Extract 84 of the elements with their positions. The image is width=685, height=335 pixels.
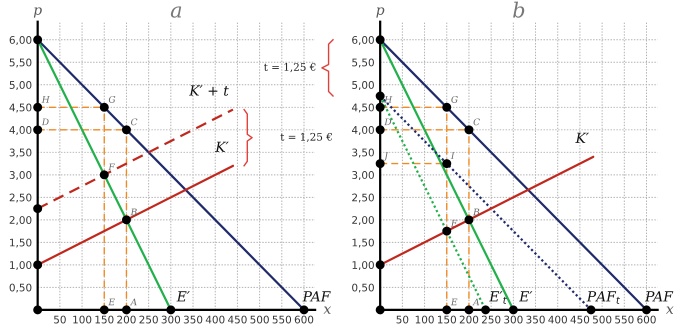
y-tick-label: 2,00 — [10, 216, 32, 226]
y-tick-label: 6,00 — [352, 36, 374, 45]
x-tick-label: 100 — [416, 316, 434, 324]
x-tick-label: 250 — [482, 316, 500, 324]
series-label: K′ + t — [189, 85, 229, 96]
y-tick-label: 6,00 — [10, 36, 32, 45]
annotation: B — [130, 208, 137, 216]
x-tick-label: 150 — [95, 316, 114, 324]
y-tick-label: 5,50 — [352, 58, 374, 68]
x-tick-label: 450 — [228, 316, 247, 324]
y-tick-label: 1,50 — [352, 238, 374, 248]
series-label: K′ — [215, 142, 229, 152]
y-tick-label: 3,00 — [352, 171, 374, 180]
annotation: E — [108, 298, 115, 306]
annotation: D — [384, 118, 392, 126]
y-tick-label: 4,00 — [9, 126, 32, 135]
x-tick-label: 300 — [162, 316, 180, 324]
annotation: F — [108, 164, 115, 170]
y-tick-label: 5,50 — [10, 58, 32, 68]
chart-title: b — [513, 2, 524, 18]
y-tick-label: 3,00 — [10, 171, 32, 180]
x-tick-label: 250 — [139, 316, 158, 324]
annotation: t = 1,25 € — [280, 132, 332, 142]
y-tick-label: 5,00 — [10, 81, 32, 90]
y-tick-label: 2,50 — [10, 194, 32, 203]
annotation: C — [474, 118, 480, 126]
x-tick-label: 400 — [548, 316, 567, 324]
x-tick-label: 200 — [460, 316, 478, 324]
annotation: A — [130, 298, 137, 306]
y-tick-label: 1,00 — [10, 261, 32, 270]
x-tick-label: 600 — [294, 316, 314, 324]
y-tick-label: 1,00 — [352, 261, 374, 270]
y-tick-label: 4,50 — [352, 104, 374, 112]
y-tick-label: 5,00 — [352, 81, 374, 90]
y-tick-label: 2,00 — [352, 216, 374, 226]
annotation: F — [450, 220, 458, 226]
annotation: t = 1,25 € — [264, 63, 316, 72]
x-tick-label: 200 — [117, 316, 136, 324]
x-axis-title: x — [323, 306, 332, 314]
text: E′ — [518, 291, 532, 302]
x-tick-label: 400 — [206, 316, 224, 324]
annotation: I — [450, 152, 455, 159]
y-tick-label: 0,50 — [10, 284, 32, 293]
x-tick-label: 500 — [250, 316, 269, 324]
x-tick-label: 350 — [184, 316, 202, 324]
series-label: K′ — [575, 132, 589, 143]
y-axis-title: p — [34, 7, 42, 18]
x-tick-label: 50 — [396, 316, 408, 324]
y-tick-label: 4,50 — [9, 104, 32, 112]
x-tick-label: 550 — [272, 316, 292, 324]
series-label: E′ — [489, 291, 502, 302]
annotation: G — [451, 96, 458, 103]
y-axis-title: p — [376, 7, 384, 18]
x-tick-label: 50 — [54, 316, 66, 324]
chart-title: a — [170, 6, 182, 18]
x-axis-title: x — [666, 306, 674, 314]
y-tick-label: 0,50 — [352, 284, 374, 293]
annotation: C — [131, 118, 138, 126]
annotation: J — [382, 152, 388, 161]
annotation: B — [472, 208, 480, 216]
y-tick-label: 1,50 — [10, 238, 32, 248]
series-label: E′ — [176, 291, 190, 302]
y-tick-label: 4,00 — [352, 126, 374, 135]
x-tick-label: 150 — [438, 316, 456, 324]
y-tick-label: 2,50 — [352, 194, 374, 203]
series-label: PAF — [302, 291, 331, 302]
x-tick-label: 450 — [570, 316, 590, 324]
x-tick-label: 350 — [526, 316, 545, 324]
x-tick-label: 550 — [615, 316, 634, 324]
x-tick-label: 600 — [637, 316, 656, 324]
x-tick-label: 100 — [73, 316, 92, 324]
annotation: E — [450, 298, 458, 306]
series-label: PAF — [644, 291, 674, 302]
annotation: A — [472, 298, 480, 306]
x-tick-label: 300 — [504, 316, 523, 324]
x-tick-label: 500 — [592, 316, 612, 324]
text: t — [503, 296, 507, 304]
annotation: D — [42, 118, 49, 126]
y-tick-label: 3,50 — [10, 148, 32, 158]
annotation: H — [384, 96, 392, 103]
y-tick-label: 3,50 — [352, 148, 374, 158]
series-label: PAF$_{t}$ — [586, 291, 620, 304]
annotation: G — [108, 96, 116, 103]
annotation: H — [42, 96, 50, 103]
